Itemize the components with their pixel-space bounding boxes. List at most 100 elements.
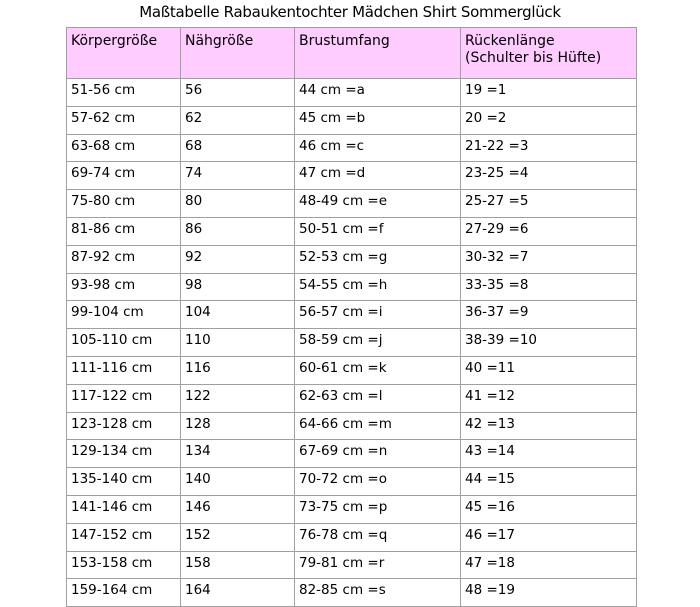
cell-brustumfang: 73-75 cm =p xyxy=(294,494,461,524)
cell-rueckenlaenge: 43 =14 xyxy=(460,439,637,469)
table-row: 123-128 cm 128 64-66 cm =m 42 =13 xyxy=(66,411,637,441)
table-row: 141-146 cm 146 73-75 cm =p 45 =16 xyxy=(66,494,637,524)
table-row: 93-98 cm 98 54-55 cm =h 33-35 =8 xyxy=(66,272,637,302)
cell-brustumfang: 50-51 cm =f xyxy=(294,216,461,246)
cell-rueckenlaenge: 27-29 =6 xyxy=(460,216,637,246)
header-row: Körpergröße Nähgröße Brustumfang Rückenläng… xyxy=(66,27,637,79)
cell-koerpergroesse: 63-68 cm xyxy=(66,133,181,163)
cell-rueckenlaenge: 42 =13 xyxy=(460,411,637,441)
header-brustumfang: Brustumfang xyxy=(294,27,461,79)
header-koerpergroesse: Körpergröße xyxy=(66,27,181,79)
cell-naehgroesse: 158 xyxy=(180,550,295,580)
cell-rueckenlaenge: 20 =2 xyxy=(460,105,637,135)
table-row: 129-134 cm 134 67-69 cm =n 43 =14 xyxy=(66,439,637,469)
cell-brustumfang: 58-59 cm =j xyxy=(294,328,461,357)
cell-koerpergroesse: 105-110 cm xyxy=(66,328,181,357)
table-row: 57-62 cm 62 45 cm =b 20 =2 xyxy=(66,105,637,135)
table-row: 99-104 cm 104 56-57 cm =i 36-37 =9 xyxy=(66,300,637,330)
table-row: 105-110 cm 110 58-59 cm =j 38-39 =10 xyxy=(66,328,637,357)
cell-koerpergroesse: 141-146 cm xyxy=(66,494,181,524)
header-naehgroesse: Nähgröße xyxy=(180,27,295,79)
cell-koerpergroesse: 75-80 cm xyxy=(66,189,181,218)
cell-naehgroesse: 122 xyxy=(180,383,295,413)
cell-koerpergroesse: 81-86 cm xyxy=(66,216,181,246)
cell-naehgroesse: 134 xyxy=(180,439,295,469)
table-row: 111-116 cm 116 60-61 cm =k 40 =11 xyxy=(66,355,637,385)
cell-naehgroesse: 56 xyxy=(180,78,295,107)
table-row: 147-152 cm 152 76-78 cm =q 46 =17 xyxy=(66,522,637,552)
table-row: 153-158 cm 158 79-81 cm =r 47 =18 xyxy=(66,550,637,580)
cell-rueckenlaenge: 21-22 =3 xyxy=(460,133,637,163)
cell-rueckenlaenge: 44 =15 xyxy=(460,467,637,496)
cell-brustumfang: 56-57 cm =i xyxy=(294,300,461,330)
cell-koerpergroesse: 93-98 cm xyxy=(66,272,181,302)
cell-koerpergroesse: 111-116 cm xyxy=(66,355,181,385)
cell-koerpergroesse: 153-158 cm xyxy=(66,550,181,580)
cell-brustumfang: 48-49 cm =e xyxy=(294,189,461,218)
cell-brustumfang: 70-72 cm =o xyxy=(294,467,461,496)
cell-brustumfang: 76-78 cm =q xyxy=(294,522,461,552)
cell-naehgroesse: 104 xyxy=(180,300,295,330)
cell-koerpergroesse: 117-122 cm xyxy=(66,383,181,413)
cell-koerpergroesse: 147-152 cm xyxy=(66,522,181,552)
cell-rueckenlaenge: 36-37 =9 xyxy=(460,300,637,330)
cell-brustumfang: 79-81 cm =r xyxy=(294,550,461,580)
cell-naehgroesse: 62 xyxy=(180,105,295,135)
cell-koerpergroesse: 159-164 cm xyxy=(66,578,181,607)
cell-naehgroesse: 74 xyxy=(180,161,295,191)
table-title: Maßtabelle Rabaukentochter Mädchen Shirt… xyxy=(139,3,561,21)
table-row: 63-68 cm 68 46 cm =c 21-22 =3 xyxy=(66,133,637,163)
cell-koerpergroesse: 57-62 cm xyxy=(66,105,181,135)
cell-naehgroesse: 128 xyxy=(180,411,295,441)
cell-brustumfang: 46 cm =c xyxy=(294,133,461,163)
cell-rueckenlaenge: 25-27 =5 xyxy=(460,189,637,218)
table-row: 159-164 cm 164 82-85 cm =s 48 =19 xyxy=(66,578,637,607)
cell-koerpergroesse: 135-140 cm xyxy=(66,467,181,496)
cell-rueckenlaenge: 23-25 =4 xyxy=(460,161,637,191)
size-table: Körpergröße Nähgröße Brustumfang Rückenläng… xyxy=(66,27,637,607)
cell-rueckenlaenge: 48 =19 xyxy=(460,578,637,607)
cell-naehgroesse: 68 xyxy=(180,133,295,163)
cell-brustumfang: 44 cm =a xyxy=(294,78,461,107)
cell-rueckenlaenge: 46 =17 xyxy=(460,522,637,552)
cell-koerpergroesse: 87-92 cm xyxy=(66,244,181,274)
cell-rueckenlaenge: 38-39 =10 xyxy=(460,328,637,357)
table-row: 87-92 cm 92 52-53 cm =g 30-32 =7 xyxy=(66,244,637,274)
cell-brustumfang: 67-69 cm =n xyxy=(294,439,461,469)
cell-brustumfang: 60-61 cm =k xyxy=(294,355,461,385)
cell-naehgroesse: 86 xyxy=(180,216,295,246)
cell-brustumfang: 54-55 cm =h xyxy=(294,272,461,302)
table-row: 69-74 cm 74 47 cm =d 23-25 =4 xyxy=(66,161,637,191)
header-rueckenlaenge: Rückenlänge (Schulter bis Hüfte) xyxy=(460,27,637,79)
cell-rueckenlaenge: 30-32 =7 xyxy=(460,244,637,274)
cell-naehgroesse: 140 xyxy=(180,467,295,496)
cell-koerpergroesse: 123-128 cm xyxy=(66,411,181,441)
cell-brustumfang: 64-66 cm =m xyxy=(294,411,461,441)
cell-naehgroesse: 92 xyxy=(180,244,295,274)
cell-naehgroesse: 110 xyxy=(180,328,295,357)
cell-naehgroesse: 80 xyxy=(180,189,295,218)
cell-naehgroesse: 164 xyxy=(180,578,295,607)
cell-brustumfang: 52-53 cm =g xyxy=(294,244,461,274)
table-row: 51-56 cm 56 44 cm =a 19 =1 xyxy=(66,78,637,107)
table-row: 117-122 cm 122 62-63 cm =l 41 =12 xyxy=(66,383,637,413)
cell-koerpergroesse: 99-104 cm xyxy=(66,300,181,330)
cell-rueckenlaenge: 40 =11 xyxy=(460,355,637,385)
cell-rueckenlaenge: 47 =18 xyxy=(460,550,637,580)
cell-koerpergroesse: 69-74 cm xyxy=(66,161,181,191)
cell-rueckenlaenge: 33-35 =8 xyxy=(460,272,637,302)
cell-rueckenlaenge: 45 =16 xyxy=(460,494,637,524)
cell-naehgroesse: 146 xyxy=(180,494,295,524)
cell-brustumfang: 47 cm =d xyxy=(294,161,461,191)
cell-brustumfang: 62-63 cm =l xyxy=(294,383,461,413)
cell-brustumfang: 82-85 cm =s xyxy=(294,578,461,607)
cell-naehgroesse: 116 xyxy=(180,355,295,385)
table-row: 75-80 cm 80 48-49 cm =e 25-27 =5 xyxy=(66,189,637,218)
cell-koerpergroesse: 51-56 cm xyxy=(66,78,181,107)
cell-naehgroesse: 152 xyxy=(180,522,295,552)
cell-naehgroesse: 98 xyxy=(180,272,295,302)
cell-brustumfang: 45 cm =b xyxy=(294,105,461,135)
table-row: 135-140 cm 140 70-72 cm =o 44 =15 xyxy=(66,467,637,496)
table-row: 81-86 cm 86 50-51 cm =f 27-29 =6 xyxy=(66,216,637,246)
cell-rueckenlaenge: 41 =12 xyxy=(460,383,637,413)
